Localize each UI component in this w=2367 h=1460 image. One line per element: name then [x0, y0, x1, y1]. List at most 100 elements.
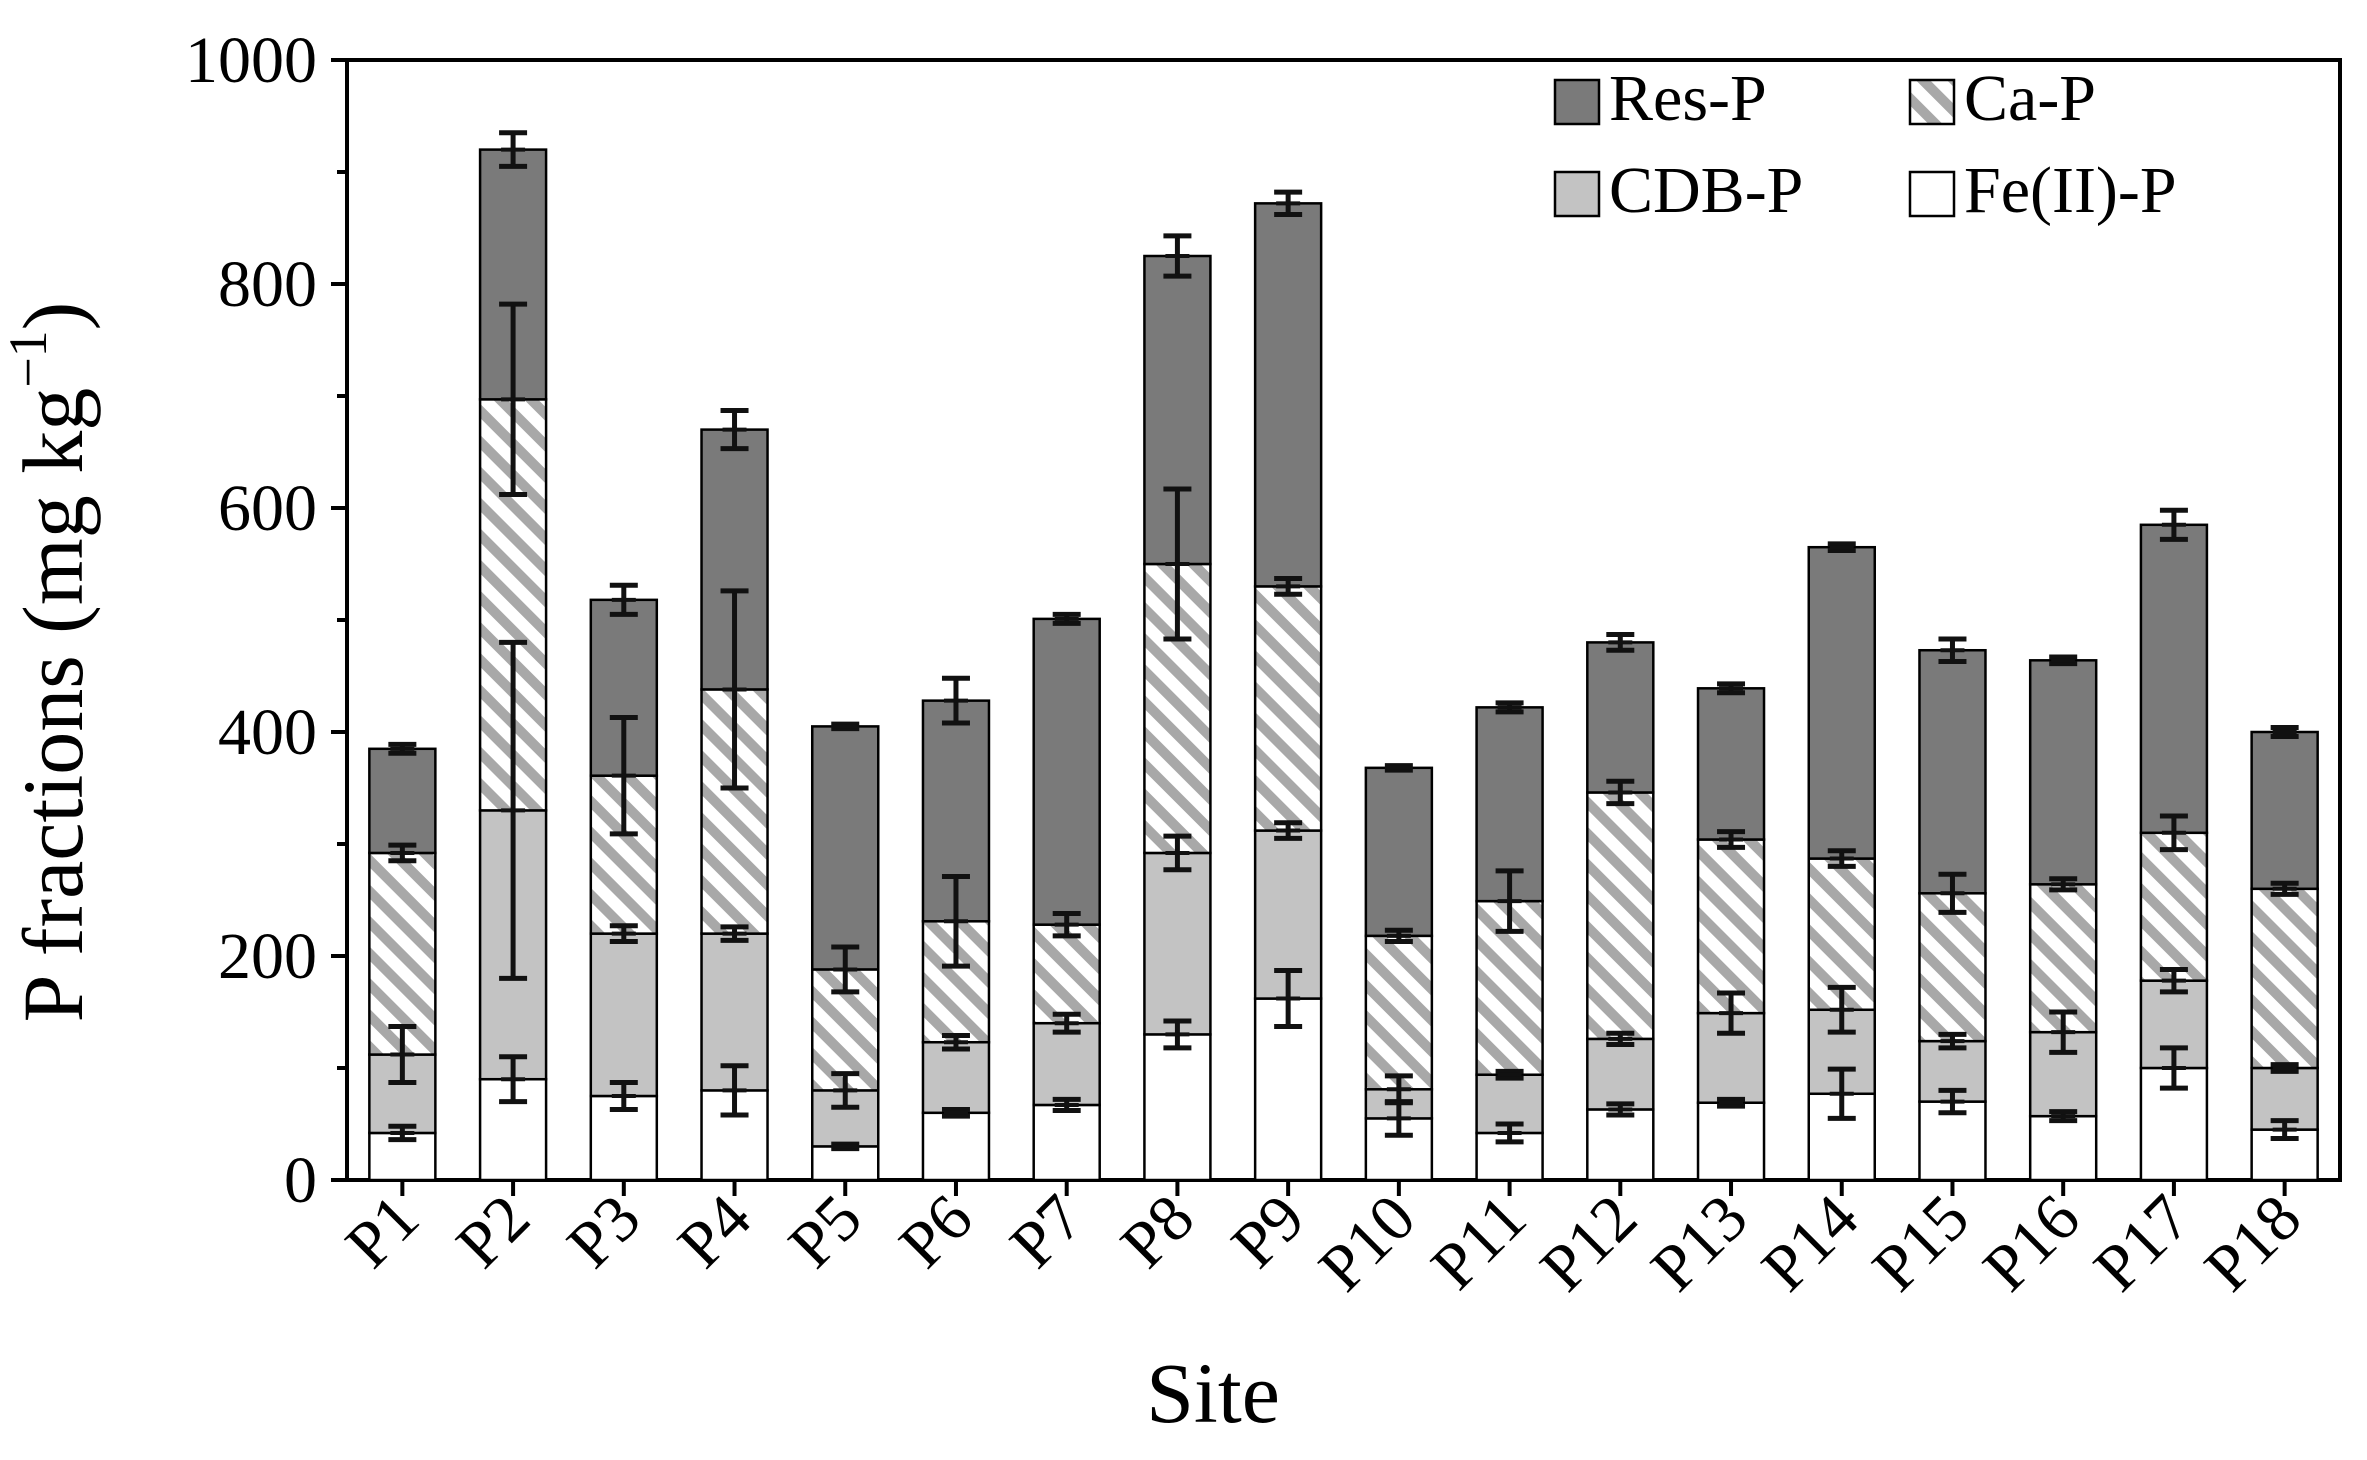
- bar-segment: [2250, 730, 2319, 891]
- error-bar: [1827, 1066, 1856, 1121]
- legend: Res-P Ca-P CDB-P Fe(II)-P: [1553, 62, 2177, 227]
- legend-swatch: [1553, 78, 1601, 126]
- error-bar: [720, 1063, 749, 1118]
- error-bar: [831, 944, 860, 995]
- x-tick-label: P10: [1305, 1181, 1429, 1305]
- error-bar: [941, 1033, 970, 1052]
- error-bar: [1717, 829, 1746, 850]
- bar-segment: [1586, 791, 1655, 1041]
- legend-swatch: [1908, 170, 1956, 218]
- bar-segment: [1143, 1033, 1212, 1182]
- error-bar: [2159, 813, 2188, 853]
- bar-segment: [921, 1111, 991, 1182]
- error-bar: [1384, 1073, 1413, 1106]
- error-bar: [1827, 541, 1856, 554]
- legend-item: CDB-P: [1553, 154, 1803, 227]
- error-bar: [609, 923, 638, 944]
- bar-segment: [1696, 838, 1766, 1015]
- bar-segment: [1032, 617, 1101, 926]
- error-bar: [1274, 968, 1303, 1030]
- error-bar: [2159, 507, 2188, 542]
- error-bar: [1052, 611, 1081, 626]
- error-bar: [1274, 189, 1303, 218]
- error-bar: [1717, 1096, 1746, 1109]
- x-tick-label: P3: [553, 1181, 654, 1282]
- error-bar: [831, 1141, 860, 1152]
- x-tick-label: P5: [775, 1181, 876, 1282]
- error-bar: [1495, 700, 1524, 715]
- x-axis-title: Site: [1146, 1345, 1280, 1441]
- error-bar: [2270, 880, 2299, 897]
- error-bar: [1606, 632, 1635, 653]
- bar-segment: [368, 747, 437, 855]
- error-bar: [1606, 778, 1635, 807]
- error-bar: [1495, 868, 1524, 934]
- error-bar: [1717, 681, 1746, 696]
- y-axis-title: P fractions (mg kg−1): [0, 302, 101, 1023]
- error-bar: [720, 924, 749, 943]
- y-tick-label: 1000: [185, 24, 317, 97]
- error-bar: [720, 408, 749, 452]
- error-bar: [1827, 984, 1856, 1035]
- bar-segment: [1807, 545, 1876, 860]
- error-bar: [1384, 763, 1413, 773]
- error-bar: [2270, 1118, 2299, 1142]
- error-bar: [1163, 1018, 1192, 1051]
- error-bar: [2049, 876, 2078, 893]
- x-tick-label: P7: [996, 1181, 1097, 1282]
- error-bar: [609, 582, 638, 617]
- legend-item: Ca-P: [1908, 62, 2096, 135]
- error-bar: [1938, 1031, 1967, 1051]
- error-bar: [388, 1024, 417, 1086]
- bar-segment: [1586, 641, 1655, 794]
- bar-segment: [811, 1145, 880, 1182]
- error-bar: [499, 639, 528, 981]
- bar-segment: [2139, 831, 2209, 982]
- x-tick-label: P6: [886, 1181, 987, 1282]
- x-tick-label: P17: [2080, 1181, 2204, 1305]
- error-bar: [388, 842, 417, 864]
- y-tick-label: 400: [218, 696, 317, 769]
- error-bar: [1052, 1096, 1081, 1114]
- error-bar: [388, 1123, 417, 1143]
- error-bar: [1274, 820, 1303, 841]
- x-tick-label: P14: [1748, 1181, 1872, 1305]
- bar-segment: [589, 932, 659, 1098]
- legend-label: Res-P: [1609, 62, 1767, 135]
- y-tick-label: 800: [218, 248, 317, 321]
- legend-swatch: [1553, 170, 1601, 218]
- error-bar: [1495, 1068, 1524, 1081]
- y-tick-label: 200: [218, 920, 317, 993]
- bar-segment: [1918, 892, 1987, 1043]
- error-bar: [1495, 1121, 1524, 1145]
- bar-segment: [1586, 1037, 1655, 1111]
- error-bar: [1163, 833, 1192, 873]
- x-tick-label: P9: [1218, 1181, 1319, 1282]
- error-bar: [1938, 1087, 1967, 1116]
- error-bar: [1163, 233, 1192, 279]
- legend-item: Fe(II)-P: [1908, 154, 2177, 227]
- bar-segment: [2028, 659, 2098, 886]
- error-bar: [2270, 725, 2299, 739]
- bar-segment: [2250, 887, 2319, 1070]
- error-bar: [609, 714, 638, 837]
- x-tick-label: P13: [1637, 1181, 1761, 1305]
- bar-segment: [1696, 687, 1766, 841]
- error-bar: [1384, 927, 1413, 944]
- error-bar: [2049, 654, 2078, 667]
- bar-segment: [811, 725, 880, 971]
- bar-segment: [1364, 766, 1434, 938]
- error-bar: [1606, 1101, 1635, 1118]
- error-bar: [388, 741, 417, 756]
- bar-segment: [1032, 923, 1101, 1025]
- error-bar: [499, 130, 528, 169]
- legend-label: CDB-P: [1609, 154, 1803, 227]
- error-bar: [941, 873, 970, 969]
- error-bar: [1717, 990, 1746, 1036]
- error-bar: [499, 301, 528, 498]
- x-tick-label: P2: [443, 1181, 544, 1282]
- bar-segment: [2139, 523, 2209, 835]
- x-tick-label: P18: [2191, 1181, 2315, 1305]
